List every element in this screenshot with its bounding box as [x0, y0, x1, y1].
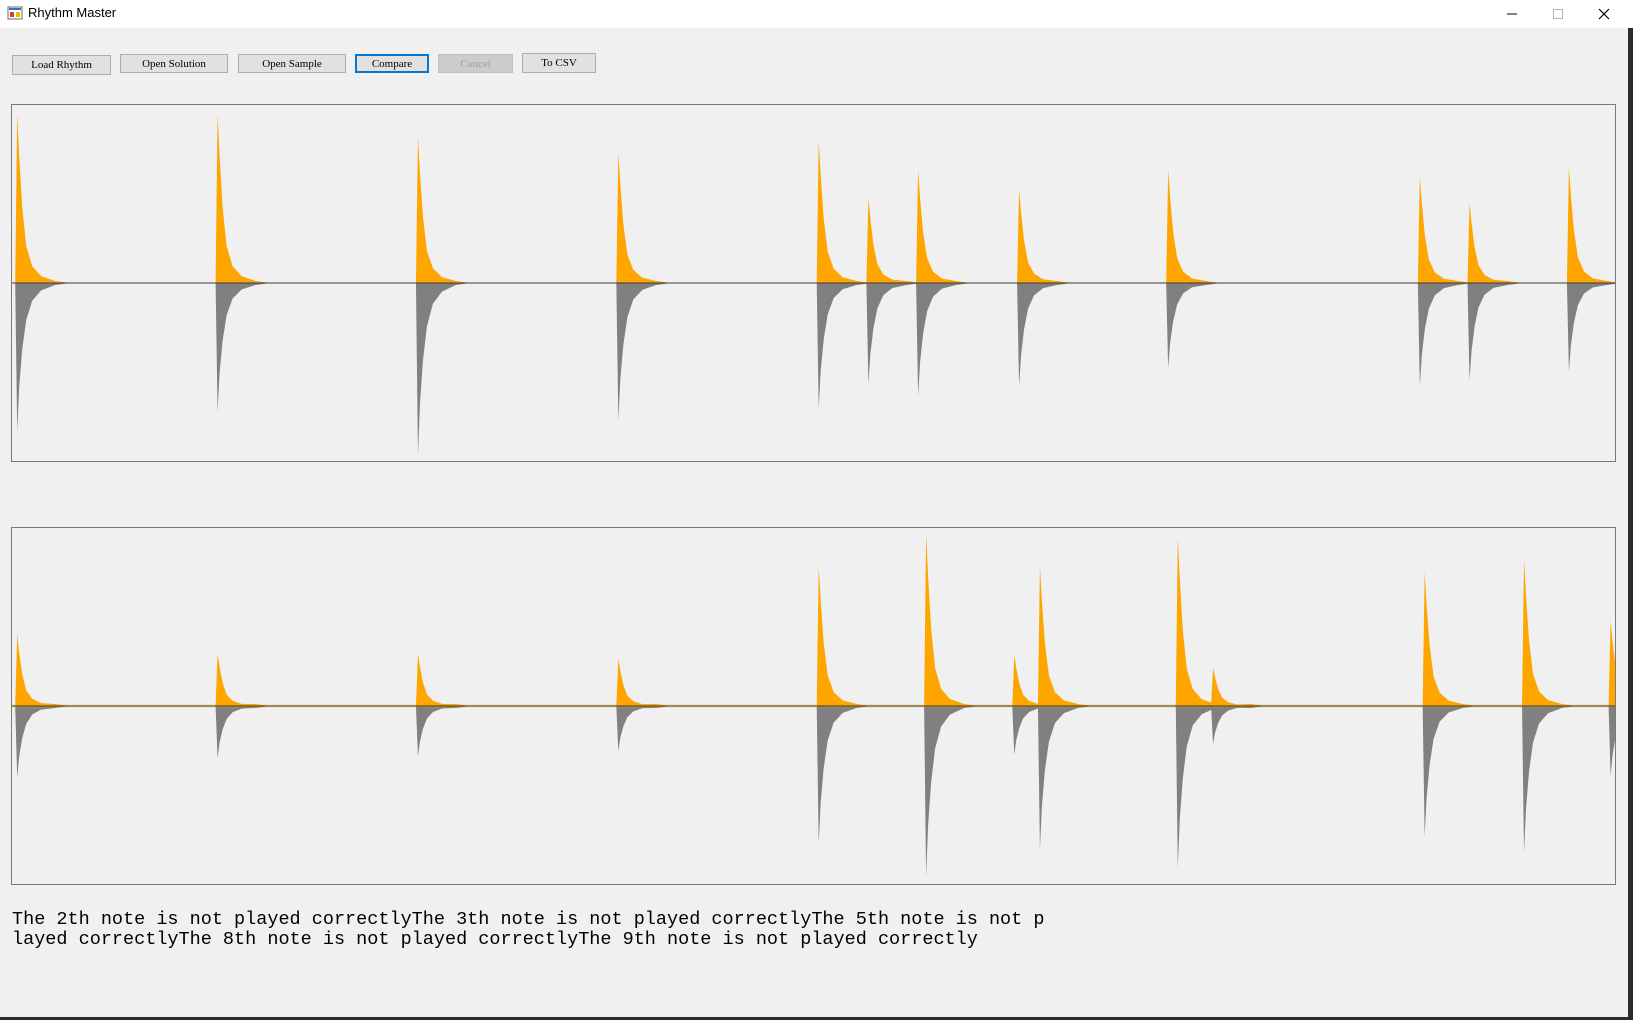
close-icon [1598, 8, 1610, 20]
waveform-peak-positive [1175, 537, 1231, 706]
waveform-peak-negative [1017, 283, 1073, 386]
waveform-peak-positive [15, 634, 71, 706]
waveform-peak-positive [816, 566, 872, 706]
waveform-peak-negative [1522, 706, 1578, 853]
waveform-peak-positive [1037, 566, 1093, 706]
waveform-peak-positive [616, 152, 672, 283]
waveform-peak-positive [1012, 655, 1068, 706]
waveform-peak-negative [215, 283, 271, 412]
waveform-peak-positive [415, 136, 471, 283]
waveform-peak-negative [215, 706, 271, 759]
window-bottom-edge [0, 1017, 1633, 1020]
waveform-peak-positive [866, 197, 922, 283]
title-bar: Rhythm Master [0, 0, 1633, 28]
maximize-icon [1553, 9, 1563, 19]
waveform-peak-negative [1608, 706, 1615, 776]
waveform-peak-positive [1608, 620, 1615, 706]
waveform-peak-positive [215, 114, 271, 283]
waveform-peak-negative [1211, 706, 1267, 745]
waveform-peak-positive [1166, 169, 1222, 283]
waveform-peak-positive [916, 169, 972, 283]
window-edge [1628, 28, 1633, 1020]
waveform-peak-negative [924, 706, 980, 877]
waveform-peak-positive [1467, 202, 1523, 283]
waveform-peak-positive [215, 653, 271, 706]
compare-button[interactable]: Compare [355, 54, 429, 73]
waveform-peak-negative [415, 283, 471, 456]
waveform-peak-positive [924, 533, 980, 706]
solution-waveform [12, 114, 1615, 456]
waveform-peak-positive [415, 653, 471, 706]
waveform-peak-positive [15, 114, 71, 283]
sample-waveform-panel [11, 527, 1616, 885]
waveform-peak-positive [1422, 572, 1478, 706]
waveform-peak-negative [616, 706, 672, 752]
waveform-peak-positive [1522, 559, 1578, 706]
sample-waveform [12, 533, 1615, 877]
comparison-result-text: The 2th note is not played correctlyThe … [12, 909, 1045, 950]
waveform-peak-negative [616, 283, 672, 421]
close-button[interactable] [1581, 0, 1627, 28]
window-title: Rhythm Master [28, 5, 117, 20]
solution-waveform-panel [11, 104, 1616, 462]
waveform-peak-negative [415, 706, 471, 757]
waveform-peak-positive [1017, 189, 1073, 283]
cancel-button[interactable]: Cancel [438, 54, 513, 73]
waveform-peak-negative [1037, 706, 1093, 849]
minimize-button[interactable] [1489, 0, 1535, 28]
open-solution-button[interactable]: Open Solution [120, 54, 228, 73]
waveform-peak-positive [1417, 176, 1473, 283]
to-csv-button[interactable]: To CSV [522, 53, 596, 73]
waveform-peak-negative [1175, 706, 1231, 868]
load-rhythm-button[interactable]: Load Rhythm [12, 55, 111, 75]
waveform-peak-positive [1211, 667, 1267, 706]
waveform-peak-negative [15, 706, 71, 778]
waveform-peak-negative [15, 283, 71, 431]
waveform-peak-positive [616, 659, 672, 706]
waveform-peak-negative [1166, 283, 1222, 369]
open-sample-button[interactable]: Open Sample [238, 54, 346, 73]
waveform-peak-negative [916, 283, 972, 397]
waveform-peak-negative [816, 706, 872, 844]
minimize-icon [1507, 13, 1517, 15]
waveform-peak-negative [1422, 706, 1478, 837]
waveform-peak-negative [866, 283, 922, 384]
waveform-peak-negative [1417, 283, 1473, 386]
maximize-button[interactable] [1535, 0, 1581, 28]
waveform-peak-negative [1467, 283, 1523, 381]
waveform-peak-negative [1566, 283, 1615, 372]
app-icon [7, 6, 23, 20]
waveform-peak-negative [816, 283, 872, 409]
waveform-peak-positive [1566, 166, 1615, 283]
waveform-peak-negative [1012, 706, 1068, 755]
waveform-peak-positive [816, 140, 872, 283]
